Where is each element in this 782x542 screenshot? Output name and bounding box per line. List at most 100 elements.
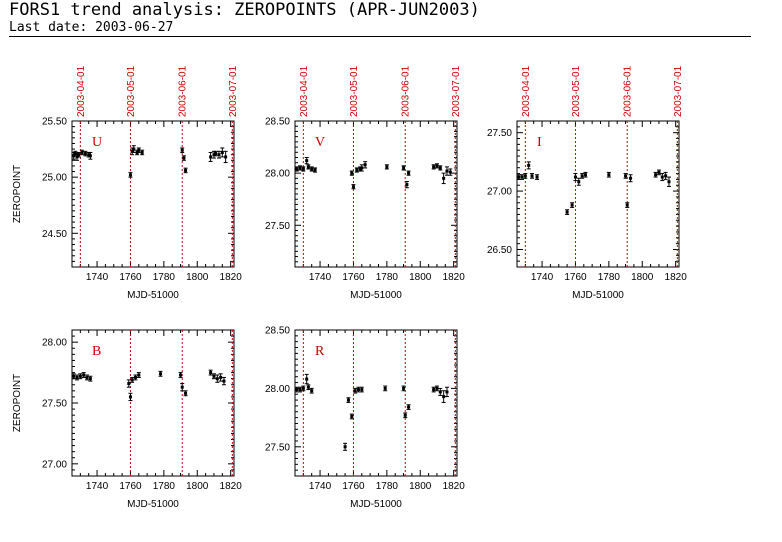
data-point — [351, 184, 356, 190]
y-tick-label: 27.00 — [42, 459, 67, 470]
x-tick-label: 1820 — [220, 272, 243, 283]
point-marker — [407, 405, 411, 409]
point-marker — [383, 386, 387, 390]
x-tick-label: 1740 — [531, 272, 554, 283]
y-tick-label: 27.50 — [42, 399, 67, 410]
date-marker-label: 2003-05-01 — [349, 65, 360, 117]
y-tick-label: 27.50 — [265, 442, 290, 453]
point-marker — [583, 173, 587, 177]
point-marker — [222, 379, 226, 383]
point-marker — [629, 176, 633, 180]
point-marker — [403, 413, 407, 417]
data-point — [625, 202, 630, 208]
point-marker — [535, 175, 539, 179]
point-marker — [224, 155, 228, 159]
y-tick-label: 25.50 — [42, 117, 67, 128]
data-point — [221, 376, 226, 386]
data-point — [653, 171, 658, 178]
data-point — [136, 147, 141, 153]
date-marker-label: 2003-06-01 — [401, 65, 412, 117]
point-marker — [219, 375, 223, 379]
x-tick-label: 1800 — [409, 272, 432, 283]
y-tick-label: 24.50 — [42, 229, 67, 240]
data-point — [211, 373, 216, 380]
point-marker — [351, 185, 355, 189]
date-marker-label: 2003-05-01 — [126, 65, 137, 117]
point-marker — [298, 388, 302, 392]
point-marker — [432, 388, 436, 392]
point-marker — [137, 373, 141, 377]
y-tick-label: 28.00 — [265, 169, 290, 180]
point-marker — [407, 171, 411, 175]
data-point — [576, 177, 581, 186]
data-point — [359, 386, 364, 393]
date-marker-label: 2003-04-01 — [299, 65, 310, 117]
data-point — [406, 404, 411, 410]
point-marker — [353, 389, 357, 393]
x-tick-label: 1800 — [186, 481, 209, 492]
x-tick-label: 1820 — [443, 272, 466, 283]
data-point — [353, 387, 358, 394]
point-marker — [350, 414, 354, 418]
x-tick-label: 1760 — [119, 481, 142, 492]
data-point — [306, 384, 311, 391]
point-marker — [517, 175, 521, 179]
point-marker — [664, 174, 668, 178]
point-marker — [405, 183, 409, 187]
data-point — [85, 374, 90, 381]
filter-label: I — [537, 135, 542, 150]
date-marker-label: 2003-07-01 — [451, 65, 462, 117]
point-marker — [580, 174, 584, 178]
data-point — [298, 165, 303, 171]
point-marker — [179, 373, 183, 377]
data-point — [343, 442, 348, 451]
last-date-label: Last date: 2003-06-27 — [9, 20, 174, 35]
data-point — [520, 174, 525, 180]
data-point — [128, 392, 133, 402]
point-marker — [577, 180, 581, 184]
date-marker-label: 2003-07-01 — [228, 65, 239, 117]
y-axis-title: ZEROPOINT — [12, 165, 23, 223]
filter-label: V — [315, 135, 325, 150]
x-axis-title: MJD-51000 — [572, 290, 624, 301]
y-tick-label: 28.00 — [42, 338, 67, 349]
x-tick-label: 1760 — [119, 272, 142, 283]
point-marker — [82, 373, 86, 377]
data-point — [356, 386, 361, 393]
point-marker — [520, 175, 524, 179]
point-marker — [350, 171, 354, 175]
x-tick-label: 1740 — [86, 481, 109, 492]
data-point — [623, 173, 628, 179]
filter-label: R — [315, 344, 325, 359]
data-point — [349, 413, 354, 420]
data-point — [208, 369, 213, 376]
point-marker — [310, 389, 314, 393]
data-point — [158, 370, 163, 377]
y-tick-label: 27.50 — [487, 128, 512, 139]
page-title: FORS1 trend analysis: ZEROPOINTS (APR-JU… — [9, 0, 480, 20]
x-axis-title: MJD-51000 — [350, 499, 402, 510]
point-marker — [295, 167, 299, 171]
point-marker — [88, 377, 92, 381]
panel-i: 1740 1760 1780 1800 1820 26.50 27.00 27.50 MJD-5… — [487, 65, 687, 301]
point-marker — [654, 173, 658, 177]
data-point — [80, 149, 85, 156]
x-axis-title: MJD-51000 — [127, 499, 179, 510]
data-point — [183, 390, 188, 397]
panel-v: 1740 1760 1780 1800 1820 27.50 28.00 28.50 MJD-5… — [265, 65, 465, 301]
data-point — [215, 374, 220, 383]
point-marker — [182, 156, 186, 160]
point-marker — [565, 210, 569, 214]
data-point — [298, 386, 303, 393]
point-marker — [80, 150, 84, 154]
point-marker — [435, 386, 439, 390]
data-point — [81, 372, 86, 378]
point-marker — [625, 203, 629, 207]
data-point — [628, 174, 633, 183]
data-point — [126, 379, 131, 388]
data-point — [570, 202, 575, 208]
point-marker — [72, 374, 76, 378]
point-marker — [180, 148, 184, 152]
data-point — [306, 164, 311, 170]
